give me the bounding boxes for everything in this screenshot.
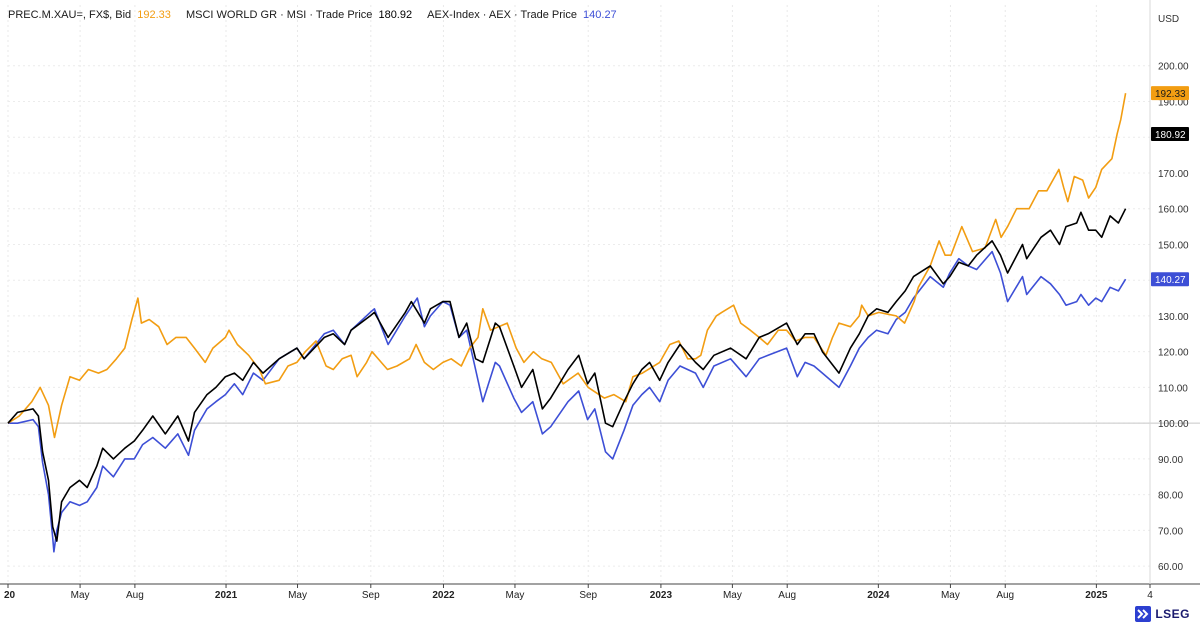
lseg-logo-icon bbox=[1135, 606, 1152, 622]
series-line-2 bbox=[8, 250, 1127, 553]
y-tick-label-9: 150.00 bbox=[1158, 240, 1189, 251]
legend-item-gold[interactable]: PREC.M.XAU=, FX$, Bid 192.33 bbox=[8, 9, 174, 21]
x-tick-label-6: 2022 bbox=[432, 590, 455, 601]
y-tick-label-0: 60.00 bbox=[1158, 562, 1183, 573]
x-tick-label-9: 2023 bbox=[650, 590, 673, 601]
x-tick-label-16: 4 bbox=[1147, 590, 1153, 601]
x-tick-label-7: May bbox=[506, 590, 525, 601]
y-tick-label-10: 160.00 bbox=[1158, 205, 1189, 216]
x-tick-label-1: May bbox=[71, 590, 90, 601]
x-tick-label-0: 20 bbox=[4, 590, 16, 601]
lseg-brand-name: LSEG bbox=[1155, 607, 1190, 621]
x-tick-label-11: Aug bbox=[778, 590, 796, 601]
series-line-1 bbox=[7, 208, 1127, 542]
legend-value-gold: 192.33 bbox=[137, 9, 171, 21]
last-value-label-1: 180.92 bbox=[1155, 130, 1186, 141]
x-tick-label-2: Aug bbox=[126, 590, 144, 601]
y-tick-label-4: 100.00 bbox=[1158, 419, 1189, 430]
y-tick-label-3: 90.00 bbox=[1158, 455, 1183, 466]
x-tick-label-5: Sep bbox=[362, 590, 380, 601]
legend: PREC.M.XAU=, FX$, Bid 192.33 MSCI WORLD … bbox=[8, 9, 629, 21]
y-tick-label-13: 190.00 bbox=[1158, 97, 1189, 108]
last-value-label-2: 140.27 bbox=[1155, 275, 1186, 286]
legend-label-gold: PREC.M.XAU=, FX$, Bid bbox=[8, 9, 132, 21]
legend-item-aex[interactable]: AEX-Index · AEX · Trade Price 140.27 bbox=[427, 9, 617, 21]
legend-value-msci: 180.92 bbox=[378, 9, 413, 21]
x-tick-label-13: May bbox=[941, 590, 960, 601]
x-tick-label-15: 2025 bbox=[1085, 590, 1108, 601]
last-value-tag-2 bbox=[1151, 272, 1189, 287]
x-tick-label-12: 2024 bbox=[867, 590, 890, 601]
y-tick-label-6: 120.00 bbox=[1158, 348, 1189, 359]
last-value-tag-0 bbox=[1151, 86, 1189, 101]
legend-label-msci: MSCI WORLD GR · MSI · Trade Price bbox=[185, 9, 373, 21]
x-tick-label-8: Sep bbox=[579, 590, 597, 601]
y-tick-label-7: 130.00 bbox=[1158, 312, 1189, 323]
y-tick-label-2: 80.00 bbox=[1158, 491, 1183, 502]
last-value-tag-1 bbox=[1151, 126, 1189, 141]
x-tick-label-3: 2021 bbox=[215, 590, 238, 601]
series-line-0 bbox=[7, 93, 1127, 439]
lseg-brand: LSEG bbox=[1135, 606, 1190, 622]
x-tick-label-4: May bbox=[288, 590, 307, 601]
y-tick-label-5: 110.00 bbox=[1158, 383, 1188, 394]
x-tick-label-10: May bbox=[723, 590, 742, 601]
y-tick-label-11: 170.00 bbox=[1158, 169, 1189, 180]
legend-label-aex: AEX-Index · AEX · Trade Price bbox=[427, 9, 577, 21]
y-tick-label-14: 200.00 bbox=[1158, 62, 1189, 73]
y-tick-label-1: 70.00 bbox=[1158, 526, 1183, 537]
x-tick-label-14: Aug bbox=[996, 590, 1014, 601]
last-value-label-0: 192.33 bbox=[1155, 89, 1186, 100]
legend-value-aex: 140.27 bbox=[583, 9, 617, 21]
legend-item-msci[interactable]: MSCI WORLD GR · MSI · Trade Price 180.92 bbox=[186, 9, 415, 21]
currency-label: USD bbox=[1158, 14, 1179, 25]
